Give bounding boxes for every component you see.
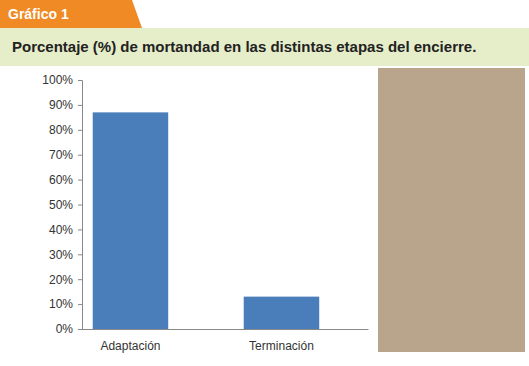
y-tick: 30% <box>49 248 82 262</box>
y-tick: 70% <box>49 148 82 162</box>
y-tick-label: 80% <box>49 123 73 137</box>
y-tick-label: 50% <box>49 198 73 212</box>
y-tick: 60% <box>49 173 82 187</box>
y-tick-mark <box>78 279 82 280</box>
x-tick-label: Terminación <box>249 339 314 353</box>
x-axis-line <box>83 329 369 330</box>
bar <box>93 112 169 329</box>
y-tick: 40% <box>49 223 82 237</box>
y-tick: 50% <box>49 198 82 212</box>
y-tick-label: 100% <box>42 73 73 87</box>
y-tick-label: 90% <box>49 98 73 112</box>
header-tab <box>0 0 142 28</box>
title-bar <box>0 28 529 66</box>
y-tick-label: 20% <box>49 273 73 287</box>
y-tick-mark <box>78 229 82 230</box>
bar <box>244 297 320 329</box>
y-tick-label: 30% <box>49 248 73 262</box>
y-tick: 90% <box>49 98 82 112</box>
y-tick-label: 10% <box>49 297 73 311</box>
y-tick: 100% <box>42 73 82 87</box>
y-tick-mark <box>78 205 82 206</box>
y-tick-mark <box>78 130 82 131</box>
x-tick: Adaptación <box>100 329 160 353</box>
y-tick: 20% <box>49 273 82 287</box>
chart-background <box>0 66 374 366</box>
x-axis: Adaptación Terminación <box>83 329 369 353</box>
y-axis-line <box>78 81 83 330</box>
chart-root: Gráfico 1 Porcentaje (%) de mortandad en … <box>0 0 529 366</box>
y-tick-mark <box>78 155 82 156</box>
y-tick-mark <box>78 304 82 305</box>
chart-title: Porcentaje (%) de mortandad en las disti… <box>12 38 476 55</box>
y-tick-mark <box>78 329 82 330</box>
y-tick-mark <box>78 80 82 81</box>
header-tag: Gráfico 1 <box>8 6 69 22</box>
y-tick-mark <box>78 105 82 106</box>
plot-area <box>93 112 320 329</box>
y-tick: 10% <box>49 297 82 311</box>
y-tick-label: 40% <box>49 223 73 237</box>
x-tick-label: Adaptación <box>100 339 160 353</box>
x-tick: Terminación <box>249 329 314 353</box>
y-tick-mark <box>78 180 82 181</box>
y-axis: 0% 10% 20% 30% 40% 50% 60% 70% 80% 90% 100% <box>42 73 82 336</box>
y-tick-label: 70% <box>49 148 73 162</box>
y-tick-mark <box>78 254 82 255</box>
y-tick-label: 60% <box>49 173 73 187</box>
photo-placeholder <box>378 68 525 352</box>
y-tick: 80% <box>49 123 82 137</box>
y-tick-label: 0% <box>56 322 74 336</box>
y-tick: 0% <box>56 322 82 336</box>
